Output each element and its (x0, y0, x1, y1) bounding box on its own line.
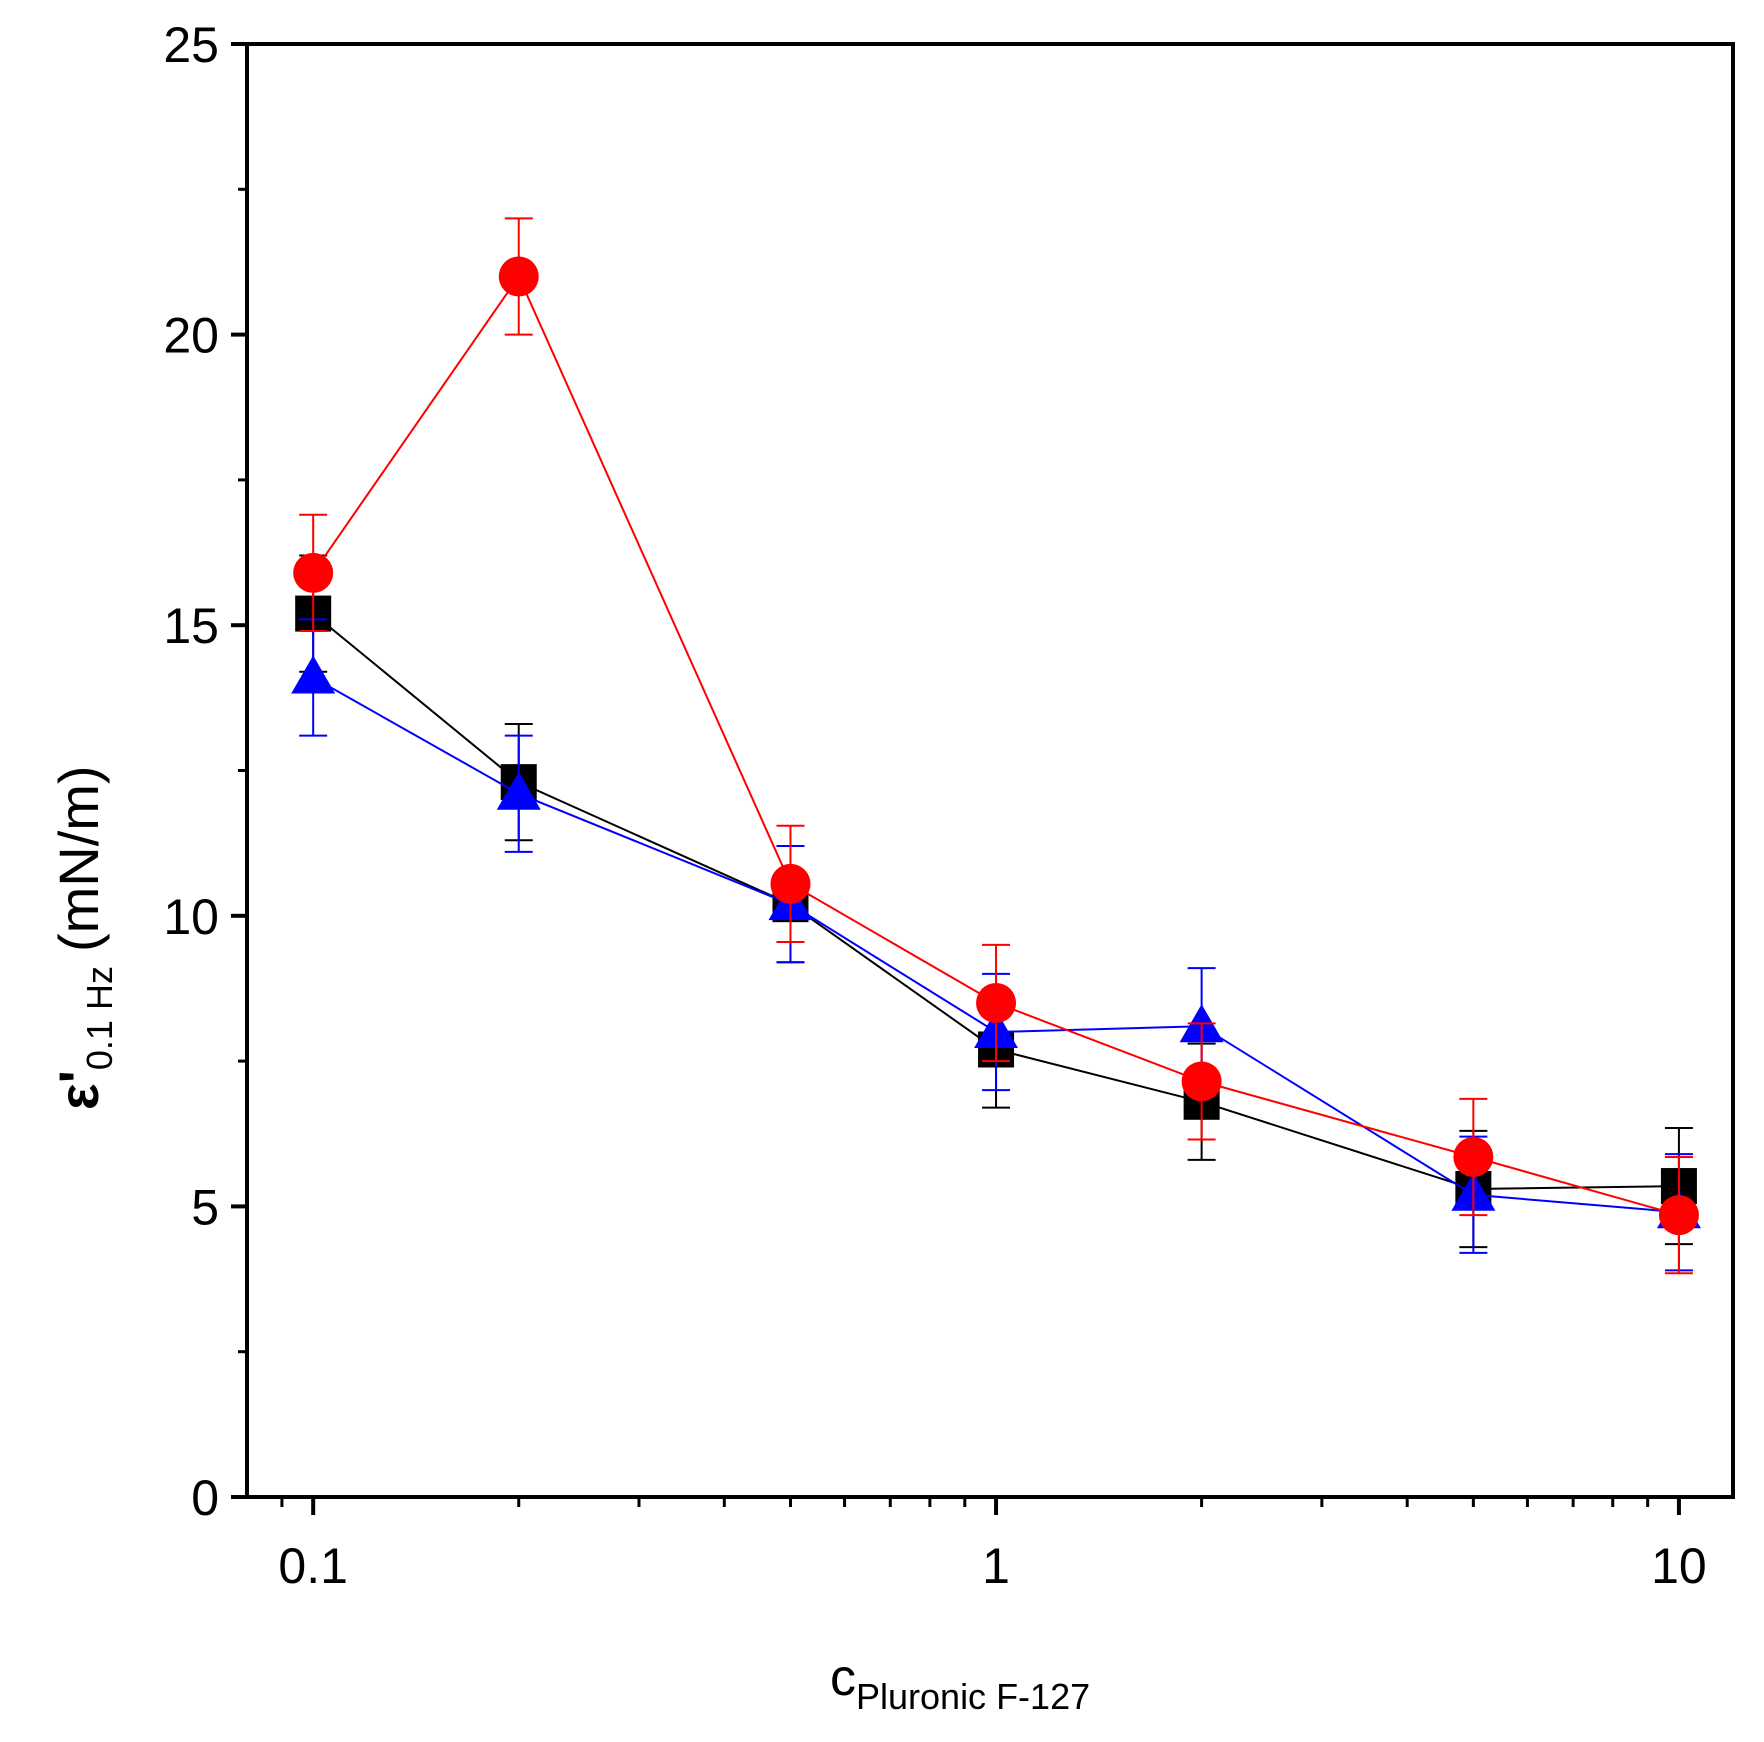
series-red-circles (293, 217, 1699, 1275)
data-point-circle (498, 256, 539, 297)
data-point-triangle (291, 655, 336, 694)
y-axis-label-unit: (mN/m) (47, 765, 110, 952)
data-point-circle (1658, 1195, 1699, 1236)
y-tick-label: 20 (163, 308, 219, 364)
plot-frame (245, 42, 1735, 1499)
y-tick-label: 0 (191, 1470, 219, 1526)
axis-ticks (231, 42, 1681, 1515)
data-point-circle (770, 863, 811, 904)
data-point-circle (976, 982, 1017, 1023)
y-axis-label: ε'0.1 Hz (mN/m) (47, 765, 120, 1110)
data-point-circle (1181, 1061, 1222, 1102)
y-axis-label-main: ε' (47, 1070, 110, 1110)
x-tick-label: 0.1 (278, 1538, 348, 1594)
y-tick-label: 15 (163, 598, 219, 654)
data-point-triangle (496, 771, 541, 810)
x-axis-label-sub: Pluronic F-127 (856, 1676, 1090, 1717)
y-tick-label: 10 (163, 889, 219, 945)
axis-tick-labels: 0 5 10 15 20 25 0.1 1 10 (163, 17, 1706, 1594)
data-point-circle (1453, 1136, 1494, 1177)
data-point-circle (293, 552, 334, 593)
x-tick-label: 1 (982, 1538, 1010, 1594)
y-axis-label-sub: 0.1 Hz (79, 966, 120, 1070)
y-tick-label: 25 (163, 17, 219, 73)
x-tick-label: 10 (1651, 1538, 1707, 1594)
x-axis-label: cPluronic F-127 (830, 1649, 1090, 1717)
x-axis-label-main: c (830, 1649, 856, 1707)
y-tick-label: 5 (191, 1179, 219, 1235)
series-layer (291, 217, 1701, 1275)
